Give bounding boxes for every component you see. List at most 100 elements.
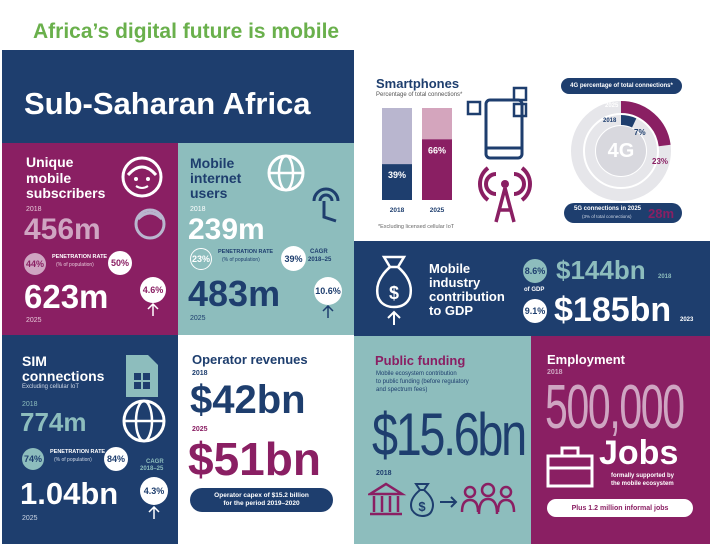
- internet-cagr: 10.6%: [314, 277, 342, 305]
- funding-desc-2: to public funding (before regulatory: [376, 379, 469, 385]
- smartphones-bar-remainder-2025: [422, 108, 452, 140]
- smartphones-category-2025: 2025: [430, 207, 445, 214]
- up-arrow-icon: [148, 506, 160, 519]
- internet-pen-sub: (% of population): [222, 257, 260, 263]
- smartphones-bar-2025: [422, 139, 452, 200]
- revenue-title: Operator revenues: [192, 352, 308, 367]
- internet-cagr-label: CAGR: [310, 249, 328, 255]
- up-arrow-icon: [147, 303, 159, 316]
- fourg-chart: 4G: [571, 101, 671, 201]
- funding-value: $15.6bn: [372, 401, 527, 468]
- subscribers-value2: 623m: [24, 278, 109, 315]
- internet-panel: Mobile internet users 2018 239m 23% PENE…: [178, 143, 354, 335]
- internet-value1: 239m: [188, 213, 265, 246]
- gdp-pct1: 8.6%: [523, 259, 547, 283]
- smartphones-subtitle: Percentage of total connections*: [376, 92, 463, 98]
- employment-year: 2018: [547, 369, 563, 376]
- revenue-year2: 2025: [192, 426, 208, 433]
- sim-cagr: 4.3%: [140, 477, 168, 505]
- internet-cagr-years: 2018–25: [308, 257, 332, 263]
- employment-value: 500,000: [545, 373, 685, 442]
- smartphones-value-label-2018: 39%: [388, 170, 406, 180]
- gdp-pct2: 9.1%: [523, 299, 547, 323]
- internet-pen1: 23%: [190, 248, 212, 270]
- employment-title: Employment: [547, 352, 626, 367]
- fourg-core: [596, 126, 646, 176]
- fourg-pct2025: 23%: [652, 157, 669, 166]
- gdp-year2: 2023: [680, 317, 694, 323]
- sim-panel: SIM connections Excluding cellular IoT 2…: [2, 335, 178, 544]
- subscribers-title-3: subscribers: [26, 185, 106, 201]
- gdp-title-2: industry: [429, 275, 481, 290]
- sim-cagr-years: 2018–25: [140, 466, 164, 472]
- globe-icon: [122, 399, 166, 443]
- internet-pen2: 39%: [281, 246, 306, 271]
- headline: Africa’s digital future is mobile: [33, 20, 340, 43]
- gdp-panel: $ Mobile industry contribution to GDP 8.…: [354, 241, 710, 336]
- employment-sub-2: the mobile ecosystem: [611, 481, 674, 487]
- subscribers-pen1: 44%: [24, 253, 46, 275]
- funding-panel: Public funding Mobile ecosystem contribu…: [354, 336, 531, 544]
- sim-subtitle: Excluding cellular IoT: [22, 384, 80, 390]
- capex-pill: Operator capex of $15.2 billion for the …: [190, 488, 333, 512]
- internet-title-3: users: [190, 185, 228, 201]
- sim-value2: 1.04bn: [20, 476, 119, 511]
- sim-pen1: 74%: [22, 448, 44, 470]
- sim-pen-sub: (% of population): [54, 457, 92, 463]
- smartphones-chart: 39% 2018 66% 2025: [382, 108, 452, 214]
- globe-icon: [267, 154, 305, 192]
- sim-value1: 774m: [20, 407, 87, 437]
- region-title: Sub-Saharan Africa: [24, 86, 311, 121]
- internet-title-1: Mobile: [190, 155, 235, 171]
- subscribers-value1: 456m: [24, 213, 101, 246]
- fourg-title: 4G percentage of total connections*: [561, 78, 682, 94]
- fourg-arc-2025: [620, 101, 671, 147]
- funding-desc-3: and spectrum fees): [376, 387, 428, 393]
- employment-jobs: Jobs: [599, 434, 679, 472]
- subscribers-pen-sub: (% of population): [56, 262, 94, 268]
- subscribers-year1: 2018: [26, 206, 42, 213]
- smartphones-title: Smartphones: [376, 76, 460, 91]
- smartphones-value-label-2025: 66%: [428, 145, 446, 155]
- gdp-title-4: to GDP: [429, 303, 474, 318]
- sim-title-2: connections: [22, 368, 105, 384]
- funding-title: Public funding: [375, 353, 466, 368]
- gdp-value1: $144bn: [556, 255, 646, 285]
- sim-year2: 2025: [22, 515, 38, 522]
- revenue-value1: $42bn: [190, 378, 306, 422]
- gdp-title-3: contribution: [429, 289, 505, 304]
- internet-pen-label: PENETRATION RATE: [218, 249, 274, 255]
- gdp-value2: $185bn: [554, 291, 672, 329]
- sim-pen-label: PENETRATION RATE: [50, 449, 106, 455]
- svg-text:$: $: [418, 499, 426, 514]
- fiveg-value: 28m: [648, 206, 675, 221]
- sim-cagr-label: CAGR: [146, 459, 164, 465]
- fiveg-label: 5G connections in 2025: [574, 206, 642, 212]
- government-money-people-icon: $: [368, 482, 516, 518]
- internet-value2: 483m: [188, 273, 281, 314]
- region-banner: Sub-Saharan Africa: [2, 50, 354, 143]
- smartphones-bar-remainder-2018: [382, 108, 412, 165]
- capex-line2: for the period 2019–2020: [223, 500, 300, 507]
- svg-text:$: $: [389, 283, 399, 303]
- subscribers-cagr: 4.6%: [140, 277, 166, 303]
- internet-year1: 2018: [190, 206, 206, 213]
- smartphone-tower-icon: [466, 86, 532, 223]
- employment-sub-1: formally supported by: [611, 473, 675, 479]
- fourg-pct2018: 7%: [634, 128, 646, 137]
- smartphones-category-2018: 2018: [390, 207, 405, 214]
- person-head-icon: [121, 156, 163, 198]
- gdp-year1: 2018: [658, 274, 672, 280]
- smartphones-note: *Excluding licensed cellular IoT: [378, 224, 455, 230]
- sim-card-icon: [126, 355, 158, 397]
- fourg-year2018: 2018: [603, 118, 617, 124]
- subscribers-title-1: Unique: [26, 154, 74, 170]
- subscribers-year2: 2025: [26, 317, 42, 324]
- fiveg-sub: (3% of total connections): [582, 214, 632, 219]
- employment-panel: Employment 2018 500,000 Jobs formally su…: [531, 336, 710, 544]
- money-bag-icon: $: [376, 255, 412, 325]
- fourg-arc-2018: [620, 115, 637, 128]
- person-face-icon: [134, 208, 166, 240]
- subscribers-pen2: 50%: [108, 251, 132, 275]
- touch-hand-icon: [312, 187, 340, 223]
